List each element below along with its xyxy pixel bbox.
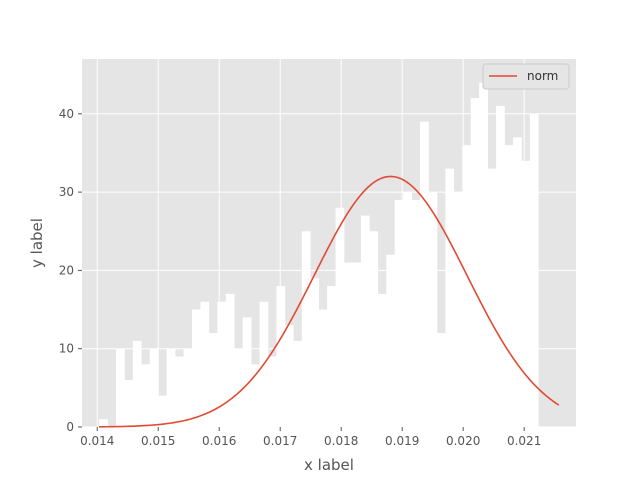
histogram-bar: [327, 286, 336, 427]
x-tick-label: 0.021: [507, 434, 541, 448]
histogram-bar: [99, 419, 108, 427]
histogram-bar: [360, 215, 370, 427]
x-axis-ticks: 0.014 0.015 0.016 0.017 0.018 0.019 0.020 0.021: [80, 427, 541, 448]
histogram-bar: [335, 207, 345, 427]
histogram-bar: [276, 286, 286, 427]
histogram-bar: [225, 293, 235, 427]
histogram-bar: [310, 278, 319, 427]
y-tick-label: 40: [59, 107, 74, 121]
histogram-bar: [436, 333, 446, 427]
histogram-bar: [183, 348, 193, 427]
histogram-bar: [175, 356, 184, 427]
histogram-bar: [124, 380, 134, 427]
histogram-bar: [318, 309, 328, 427]
y-axis-ticks: 0 10 20 30 40: [59, 107, 82, 434]
histogram-bar: [369, 231, 379, 427]
histogram-bar: [420, 121, 429, 427]
histogram-bar: [529, 113, 539, 428]
norm-curve: [99, 175, 560, 428]
histogram-bar: [301, 231, 311, 427]
histogram-bar: [191, 309, 201, 427]
histogram-bar: [512, 137, 522, 428]
histogram-bar: [428, 192, 438, 427]
legend: norm: [482, 63, 570, 90]
histogram-bar: [377, 293, 387, 427]
histogram-bar: [496, 105, 505, 427]
y-tick-label: 0: [66, 420, 74, 434]
histogram-bar: [462, 145, 472, 427]
histogram-bar: [470, 98, 480, 428]
y-tick-label: 20: [59, 263, 74, 277]
y-tick-label: 30: [59, 185, 74, 199]
x-tick-label: 0.016: [202, 434, 236, 448]
histogram-bar: [217, 301, 227, 427]
y-tick-label: 10: [59, 342, 74, 356]
x-tick-label: 0.020: [446, 434, 480, 448]
histogram-bar: [268, 356, 277, 427]
histogram-bar: [158, 395, 167, 427]
histogram-bar: [487, 168, 497, 428]
x-tick-label: 0.015: [141, 434, 175, 448]
histogram-bar: [115, 348, 125, 427]
histogram-bar: [234, 348, 243, 427]
histogram-bar: [132, 340, 142, 427]
histogram-bar: [293, 340, 303, 427]
legend-box: [482, 63, 570, 90]
histogram-bar: [521, 160, 531, 427]
histogram-bar: [394, 199, 404, 427]
histogram-bar: [208, 333, 218, 427]
histogram-bar: [352, 262, 362, 427]
histogram-bar: [445, 168, 455, 428]
y-axis-label: y label: [28, 218, 46, 268]
histogram-bar: [344, 262, 353, 427]
histogram-bar: [149, 348, 159, 427]
x-tick-label: 0.014: [80, 434, 114, 448]
x-tick-label: 0.019: [385, 434, 419, 448]
legend-label-norm: norm: [527, 69, 558, 83]
histogram-bar: [411, 199, 421, 427]
histogram-bar: [504, 145, 514, 427]
histogram-bar: [284, 325, 294, 427]
histogram-bar: [200, 301, 210, 427]
histogram-bar: [386, 254, 396, 427]
histogram-bars: [99, 82, 539, 428]
x-tick-label: 0.017: [263, 434, 297, 448]
histogram-bar: [166, 348, 176, 427]
x-axis-label: x label: [304, 456, 354, 474]
histogram-bar: [242, 317, 252, 427]
histogram-bar: [453, 192, 463, 427]
x-tick-label: 0.018: [324, 434, 358, 448]
histogram-bar: [141, 364, 151, 427]
histogram-bar: [403, 192, 412, 427]
histogram-bar: [479, 82, 488, 427]
histogram-bar: [251, 364, 260, 427]
